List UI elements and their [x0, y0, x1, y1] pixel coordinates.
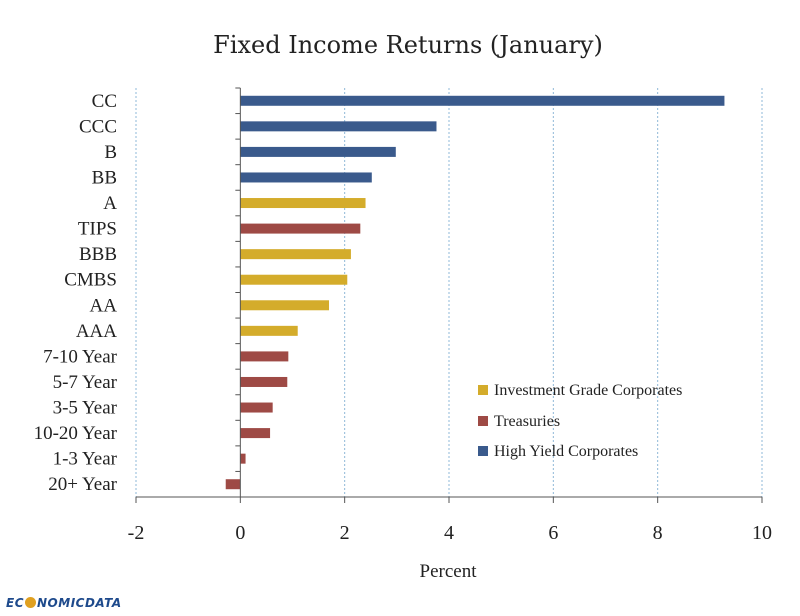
bar — [240, 198, 366, 209]
bars — [225, 95, 725, 490]
bar — [240, 95, 725, 106]
bar — [240, 223, 361, 234]
category-label: 5-7 Year — [53, 372, 118, 393]
legend-label: Investment Grade Corporates — [494, 382, 682, 399]
bar — [240, 249, 351, 260]
x-tick-label: 4 — [444, 522, 454, 544]
bar — [240, 325, 298, 336]
category-label: AA — [90, 295, 118, 316]
legend-label: High Yield Corporates — [494, 443, 638, 460]
brand-logo: EC NOMICDATA — [6, 596, 122, 610]
category-label: BBB — [79, 244, 117, 265]
category-label: 1-3 Year — [53, 449, 118, 470]
brand-text-pre: EC — [6, 596, 25, 610]
category-label: 7-10 Year — [43, 346, 118, 367]
category-label: 20+ Year — [48, 474, 117, 495]
legend-swatch — [478, 416, 488, 426]
globe-icon — [25, 597, 37, 608]
x-tick-label: 8 — [653, 522, 663, 544]
legend-swatch — [478, 446, 488, 456]
category-label: B — [104, 142, 117, 163]
tick-labels: -2 0 2 4 6 8 10 — [128, 522, 772, 544]
x-tick-label: 0 — [235, 522, 245, 544]
legend: Investment Grade Corporates Treasuries Hig… — [478, 382, 682, 460]
category-label: CCC — [79, 116, 117, 137]
bar — [240, 428, 271, 439]
grid — [135, 88, 763, 497]
bar — [225, 479, 241, 490]
x-tick-label: 6 — [548, 522, 558, 544]
x-axis-label: Percent — [420, 561, 478, 582]
x-tick-label: -2 — [128, 522, 145, 544]
brand-text-post: NOMICDATA — [37, 596, 122, 610]
category-label: 10-20 Year — [34, 423, 118, 444]
bar — [240, 172, 372, 183]
bar — [240, 300, 330, 311]
category-label: CC — [92, 91, 117, 112]
legend-label: Treasuries — [494, 413, 560, 430]
bar — [240, 376, 288, 387]
legend-swatch — [478, 385, 488, 395]
bar — [240, 453, 246, 464]
category-label: BB — [92, 167, 117, 188]
bar — [240, 274, 348, 285]
bar — [240, 146, 396, 157]
category-label: 3-5 Year — [53, 398, 118, 419]
axes — [135, 87, 763, 503]
category-label: AAA — [76, 321, 117, 342]
category-label: A — [103, 193, 117, 214]
x-tick-label: 10 — [752, 522, 772, 544]
bar — [240, 121, 437, 132]
bar — [240, 351, 289, 362]
chart-title: Fixed Income Returns (January) — [213, 31, 603, 59]
bar — [240, 402, 273, 413]
category-label: TIPS — [78, 219, 117, 240]
category-label: CMBS — [64, 270, 117, 291]
x-tick-label: 2 — [340, 522, 350, 544]
